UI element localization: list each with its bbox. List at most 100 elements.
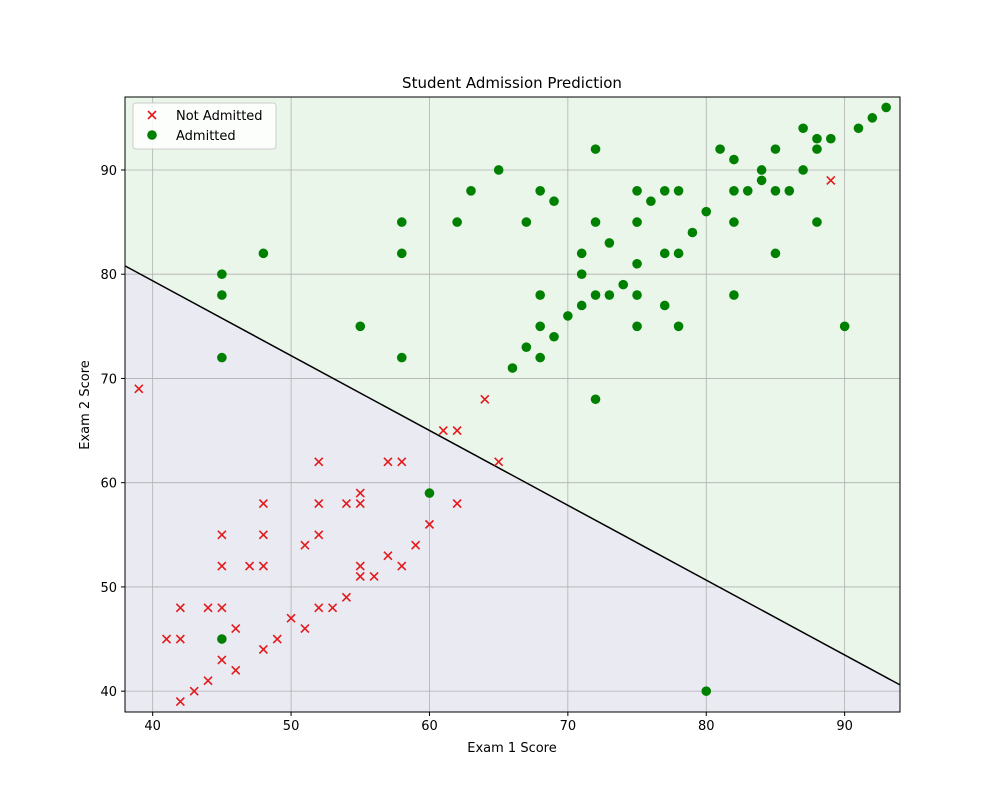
point-admitted [576, 300, 587, 311]
point-admitted [784, 186, 795, 196]
point-not-admitted [217, 655, 227, 665]
point-not-admitted [134, 384, 144, 394]
point-admitted [355, 321, 366, 332]
chart-title: Student Admission Prediction [402, 74, 622, 92]
point-not-admitted [203, 603, 213, 613]
point-not-admitted [258, 644, 268, 655]
point-admitted [604, 238, 615, 248]
point-admitted [590, 144, 601, 154]
point-admitted [632, 290, 642, 300]
point-not-admitted [189, 686, 199, 696]
x-tick-label: 90 [836, 719, 853, 734]
y-tick-label: 40 [100, 685, 117, 700]
grid-lines [125, 97, 900, 712]
legend-label: Admitted [176, 129, 236, 144]
point-admitted [604, 290, 615, 300]
point-admitted [826, 133, 836, 144]
x-tick-label: 70 [560, 719, 577, 734]
decision-boundary-line [124, 265, 901, 686]
point-admitted [549, 331, 559, 342]
y-tick-label: 50 [100, 581, 117, 596]
point-not-admitted [341, 498, 351, 509]
point-not-admitted [369, 571, 379, 582]
point-admitted [452, 217, 462, 227]
point-admitted [217, 290, 227, 300]
legend: Not Admitted Admitted [132, 102, 277, 150]
point-admitted [549, 196, 559, 207]
point-not-admitted [328, 603, 338, 613]
point-admitted [535, 352, 545, 363]
point-admitted [590, 217, 601, 227]
point-admitted [576, 248, 587, 259]
decision-boundary [124, 265, 901, 686]
legend-label: Not Admitted [176, 109, 263, 124]
point-not-admitted [244, 561, 255, 571]
point-not-admitted [175, 603, 185, 613]
point-admitted [770, 248, 781, 259]
point-not-admitted [314, 457, 324, 467]
point-not-admitted [452, 498, 462, 509]
point-admitted [729, 290, 739, 300]
point-admitted [715, 144, 725, 154]
point-admitted [798, 123, 808, 134]
point-admitted [217, 634, 227, 644]
point-admitted [396, 217, 407, 227]
point-admitted [646, 196, 656, 207]
point-admitted [742, 186, 753, 196]
point-admitted [632, 217, 642, 227]
decision-regions [125, 97, 900, 712]
point-admitted [632, 321, 642, 332]
point-admitted [729, 186, 739, 196]
point-admitted [659, 300, 670, 311]
point-admitted [535, 186, 545, 196]
point-not-admitted [355, 561, 365, 571]
point-not-admitted [175, 697, 185, 707]
point-admitted [632, 186, 642, 196]
point-admitted [867, 113, 878, 123]
point-admitted [853, 123, 864, 134]
point-admitted [756, 165, 767, 175]
point-not-admitted [452, 425, 462, 436]
y-tick-label: 70 [100, 372, 117, 387]
point-admitted [493, 165, 504, 175]
point-admitted [673, 321, 684, 332]
point-admitted [563, 311, 573, 321]
point-admitted [812, 144, 822, 154]
point-admitted [798, 165, 808, 175]
point-not-admitted [314, 498, 324, 509]
x-tick-label: 80 [698, 719, 715, 734]
point-admitted [687, 227, 698, 238]
point-not-admitted [314, 530, 324, 540]
point-admitted [535, 290, 545, 300]
legend-marker-admitted [147, 130, 157, 140]
point-not-admitted [424, 519, 435, 529]
point-admitted [217, 352, 227, 363]
x-tick-label: 50 [283, 719, 300, 734]
point-admitted [701, 686, 712, 696]
point-not-admitted [300, 540, 310, 550]
point-admitted [659, 186, 670, 196]
point-admitted [590, 290, 601, 300]
y-axis-ticks: 40 50 60 70 80 90 [100, 164, 125, 700]
point-admitted [673, 186, 684, 196]
point-not-admitted [175, 634, 185, 644]
point-admitted [632, 258, 642, 269]
point-admitted [618, 279, 629, 290]
point-not-admitted [231, 665, 241, 675]
point-admitted [535, 321, 545, 332]
point-not-admitted [826, 175, 836, 185]
plot-area [124, 96, 901, 713]
x-axis-ticks: 40 50 60 70 80 90 [144, 712, 853, 734]
point-admitted [839, 321, 850, 332]
y-axis-label: Exam 2 Score [78, 360, 93, 449]
point-admitted [729, 217, 739, 227]
point-not-admitted [217, 561, 227, 571]
point-not-admitted [203, 676, 213, 686]
axes-frame [124, 96, 901, 713]
point-not-admitted [383, 457, 393, 467]
point-not-admitted [355, 571, 365, 582]
x-tick-label: 40 [144, 719, 161, 734]
point-not-admitted [397, 561, 407, 571]
x-tick-label: 60 [421, 719, 438, 734]
point-not-admitted [258, 561, 268, 571]
